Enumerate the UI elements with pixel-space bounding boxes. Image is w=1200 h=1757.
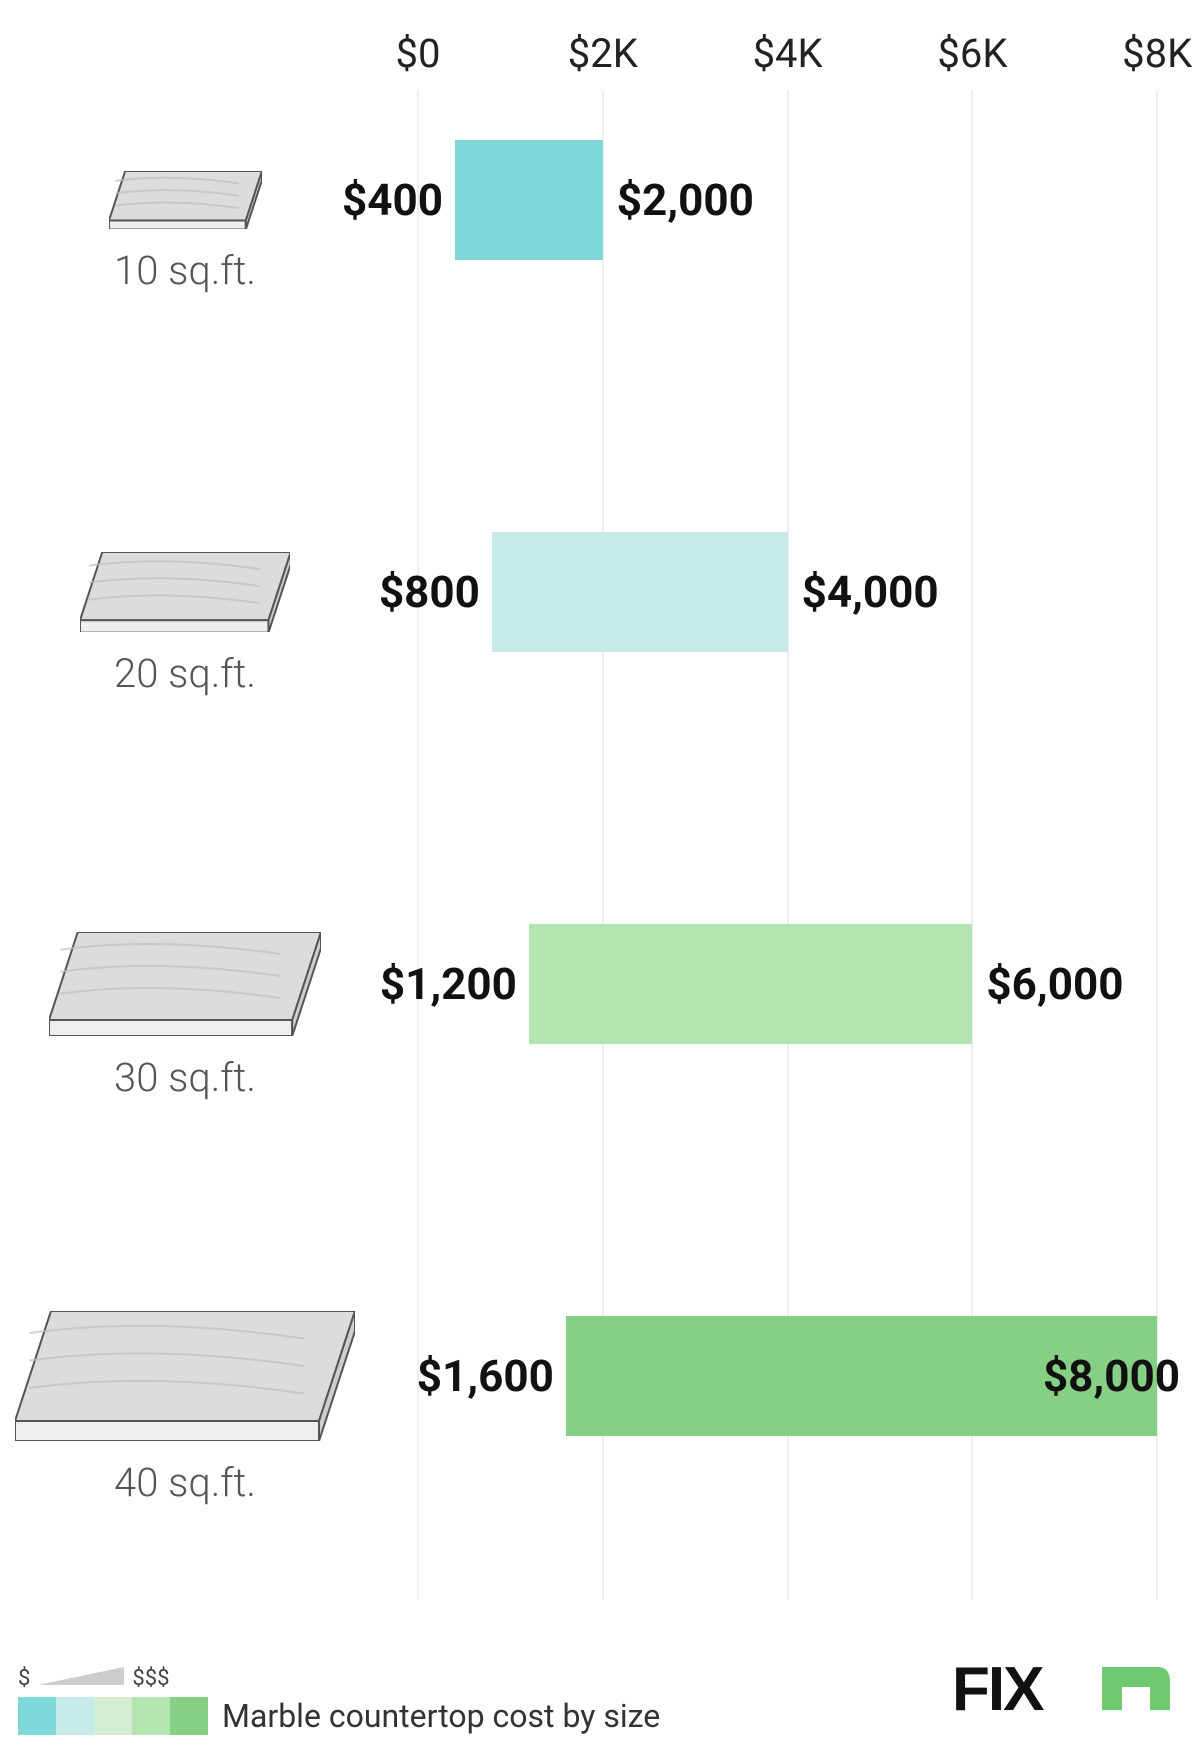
x-axis-labels: $0 $2K $4K $6K $8K [0, 30, 1200, 90]
x-axis-tick-label: $8K [1122, 30, 1192, 77]
legend-swatch [18, 1697, 56, 1735]
legend-high-label: $$$ [132, 1666, 169, 1691]
size-label: 30 sq.ft. [0, 1054, 370, 1101]
min-value-label: $1,600 [417, 1350, 554, 1402]
legend-scale-row: $ $$$ [18, 1665, 738, 1691]
marble-slab-icon [80, 552, 291, 633]
size-category: 20 sq.ft. [0, 552, 370, 698]
marble-slab-icon [49, 932, 321, 1036]
chart-row: 10 sq.ft. $400 $2,000 [0, 140, 1200, 440]
x-axis-tick-label: $0 [396, 30, 441, 77]
max-value-label: $2,000 [617, 174, 754, 226]
legend-swatch [94, 1697, 132, 1735]
min-value-label: $800 [379, 566, 480, 618]
min-value-label: $400 [342, 174, 443, 226]
legend-low-label: $ [18, 1666, 30, 1691]
size-category: 10 sq.ft. [0, 171, 370, 295]
x-axis-tick-label: $4K [753, 30, 823, 77]
marble-slab-icon [15, 1311, 355, 1441]
size-label: 40 sq.ft. [0, 1459, 370, 1506]
legend-swatches: Marble countertop cost by size [18, 1697, 738, 1735]
price-wedge-icon [38, 1665, 124, 1691]
range-bar [455, 140, 603, 260]
max-value-label: $4,000 [802, 566, 939, 618]
max-value-label: $6,000 [986, 958, 1123, 1010]
chart-row: 30 sq.ft.$1,200 $6,000 [0, 924, 1200, 1224]
svg-text:FIX: FIX [952, 1655, 1044, 1724]
legend: $ $$$ Marble countertop cost by size [18, 1665, 738, 1735]
size-label: 20 sq.ft. [0, 650, 370, 697]
legend-swatch [56, 1697, 94, 1735]
chart-row: 20 sq.ft.$800 $4,000 [0, 532, 1200, 832]
range-bar [492, 532, 788, 652]
fixr-logo: FIX [952, 1655, 1172, 1729]
chart-area: $0 $2K $4K $6K $8K 10 sq.ft. $400 $2,000 20 sq.… [0, 0, 1200, 1620]
chart-row: 40 sq.ft. $1,600 $8,000 [0, 1316, 1200, 1616]
size-category: 30 sq.ft. [0, 932, 370, 1101]
min-value-label: $1,200 [380, 958, 517, 1010]
size-category: 40 sq.ft. [0, 1311, 370, 1506]
size-label: 10 sq.ft. [0, 247, 370, 294]
marble-slab-icon [109, 171, 262, 230]
max-value-label: $8,000 [1043, 1350, 1180, 1402]
legend-swatch [170, 1697, 208, 1735]
legend-title: Marble countertop cost by size [222, 1697, 660, 1735]
legend-swatch [132, 1697, 170, 1735]
x-axis-tick-label: $2K [568, 30, 638, 77]
range-bar [529, 924, 973, 1044]
x-axis-tick-label: $6K [937, 30, 1007, 77]
